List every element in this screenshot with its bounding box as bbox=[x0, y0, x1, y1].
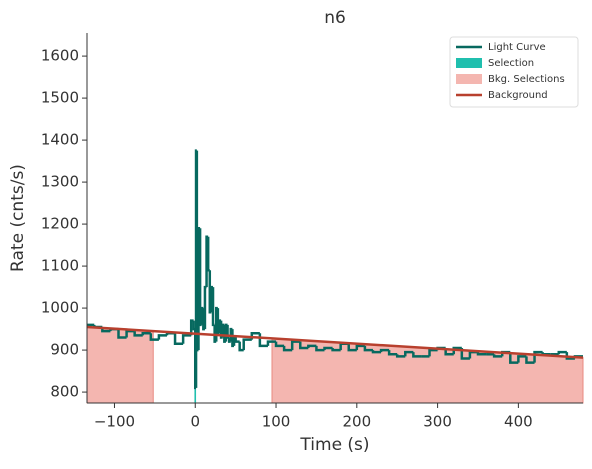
light-curve-step bbox=[141, 332, 151, 336]
legend-box bbox=[449, 36, 579, 108]
light-curve-step bbox=[371, 350, 382, 354]
x-tick-label: 200 bbox=[342, 413, 371, 431]
light-curve-step bbox=[195, 150, 199, 352]
legend-swatch bbox=[456, 58, 482, 68]
light-curve-step bbox=[173, 333, 184, 346]
light-curve-step bbox=[565, 352, 575, 360]
light-curve-step bbox=[266, 340, 277, 346]
light-curve-step bbox=[331, 347, 341, 352]
light-curve-step bbox=[234, 337, 240, 343]
light-curve-step bbox=[428, 348, 438, 357]
light-curve-step bbox=[299, 341, 309, 350]
y-tick-label: 1600 bbox=[41, 47, 79, 65]
y-tick-label: 1500 bbox=[41, 89, 79, 107]
light-curve-step bbox=[242, 338, 252, 351]
x-tick-label: 400 bbox=[504, 413, 533, 431]
x-tick-label: 100 bbox=[262, 413, 291, 431]
chart-title: n6 bbox=[324, 8, 346, 28]
y-tick-label: 900 bbox=[50, 341, 79, 359]
light-curve-step bbox=[117, 329, 127, 339]
light-curve-step bbox=[197, 227, 201, 351]
light-curve-step bbox=[200, 306, 204, 325]
light-curve-step bbox=[181, 334, 192, 344]
y-tick-label: 800 bbox=[50, 383, 79, 401]
light-curve-step bbox=[355, 344, 365, 351]
light-curve-step bbox=[307, 344, 317, 348]
y-tick-label: 1400 bbox=[41, 131, 79, 149]
light-curve-step bbox=[215, 306, 218, 342]
light-curve-step bbox=[509, 352, 519, 364]
light-curve-step bbox=[282, 345, 293, 352]
legend-swatch bbox=[456, 74, 482, 84]
y-tick-label: 1000 bbox=[41, 299, 79, 317]
light-curve-step bbox=[315, 345, 325, 352]
x-tick-label: −100 bbox=[94, 413, 135, 431]
light-curve-step bbox=[238, 341, 244, 352]
light-curve-step bbox=[219, 320, 223, 339]
light-curve-step bbox=[274, 341, 285, 348]
legend-label: Selection bbox=[488, 58, 534, 69]
light-curve-step bbox=[347, 343, 357, 352]
y-axis-label: Rate (cnts/s) bbox=[8, 164, 28, 272]
y-tick-label: 1300 bbox=[41, 173, 79, 191]
light-curve-step bbox=[290, 340, 301, 351]
light-curve-step bbox=[387, 350, 398, 356]
light-curve-step bbox=[492, 354, 503, 358]
light-curve-step bbox=[395, 354, 406, 358]
selection bbox=[194, 387, 197, 403]
light-curve-step bbox=[452, 346, 462, 355]
light-curve-step bbox=[533, 350, 543, 363]
light-curve-step bbox=[379, 348, 390, 353]
light-curve-step bbox=[189, 319, 194, 336]
legend-label: Bkg. Selections bbox=[488, 74, 565, 85]
light-curve-step bbox=[323, 346, 333, 351]
y-tick-label: 1200 bbox=[41, 215, 79, 233]
legend-label: Background bbox=[488, 90, 548, 101]
light-curve-step bbox=[149, 333, 159, 341]
x-tick-label: 0 bbox=[190, 413, 200, 431]
light-curve-step bbox=[404, 350, 414, 357]
light-curve-step bbox=[210, 285, 214, 313]
x-tick-label: 300 bbox=[423, 413, 452, 431]
background-line bbox=[86, 325, 584, 359]
light-curve-step bbox=[216, 308, 220, 335]
light-curve-step bbox=[517, 355, 527, 363]
light-curve-step bbox=[125, 329, 135, 338]
light-curve-step bbox=[525, 356, 535, 364]
light-curve-step bbox=[476, 352, 487, 356]
light-curve-step bbox=[221, 323, 225, 338]
light-curve-step bbox=[206, 236, 210, 272]
light-curve-step bbox=[208, 270, 212, 314]
legend-label: Light Curve bbox=[488, 42, 546, 53]
light-curve-step bbox=[557, 350, 567, 355]
light-curve-step bbox=[157, 334, 167, 340]
light-curve-step bbox=[211, 287, 215, 327]
light-curve-step bbox=[363, 345, 373, 352]
light-curve-step bbox=[202, 308, 205, 331]
light-curve-step bbox=[203, 285, 207, 330]
light-curve-step bbox=[412, 352, 422, 358]
y-tick-label: 1100 bbox=[41, 257, 79, 275]
light-curve-step bbox=[460, 347, 470, 360]
light-curve-step bbox=[218, 319, 222, 334]
light-curve-step bbox=[541, 352, 551, 356]
x-axis-label: Time (s) bbox=[299, 435, 369, 455]
light-curve-step bbox=[133, 331, 143, 337]
